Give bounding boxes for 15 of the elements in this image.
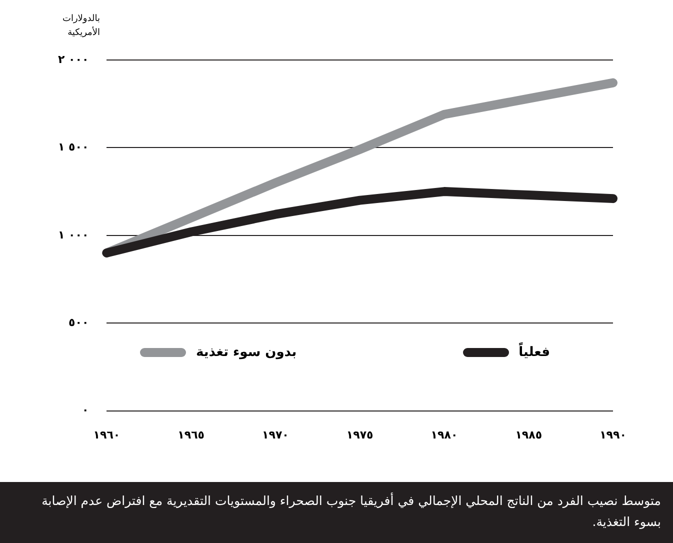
y-tick-label: ١ ٠٠٠ [58, 228, 89, 242]
y-tick-label: ١ ٥٠٠ [58, 140, 89, 154]
x-tick-label: ١٩٧٥ [346, 428, 374, 442]
text: متوسط نصيب الفرد من الناتج المحلي الإجمالي في أفريقيا جنوب الصحراء والمستويات التقديرية مع افتراض عدم الإصابة بسوء التغذية. [40, 492, 661, 531]
x-tick-label: ١٩٦٠ [93, 428, 120, 442]
y-axis-title: بالدولارات الأمريكية [61, 13, 100, 40]
y-tick-label: ٥٠٠ [68, 316, 89, 329]
legend-label: بدون سوء تغذية [196, 345, 297, 360]
y-tick-label: ٠ [82, 404, 89, 417]
y-tick-label: ٢ ٠٠٠ [58, 52, 89, 66]
x-tick-label: ١٩٨٥ [515, 428, 542, 442]
x-tick-label: ١٩٧٠ [262, 428, 289, 442]
x-tick-label: ١٩٨٠ [430, 428, 458, 442]
x-tick-label: ١٩٩٠ [600, 428, 626, 442]
x-tick-label: ١٩٦٥ [178, 428, 205, 442]
